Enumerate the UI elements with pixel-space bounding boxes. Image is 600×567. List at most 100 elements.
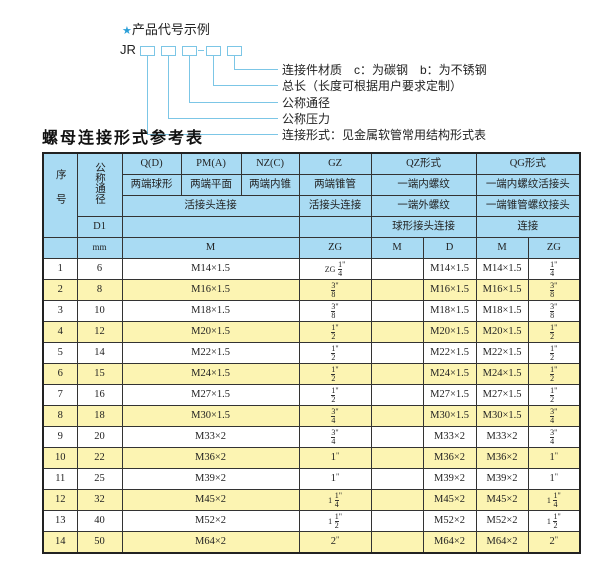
cell-qz-d: M52×2	[422, 510, 477, 532]
cell-m: M20×1.5	[121, 321, 300, 343]
cell-qz-m	[370, 384, 424, 406]
header-seq: 序号	[42, 152, 78, 238]
cell-m: M14×1.5	[121, 258, 300, 280]
cell-qz-m	[370, 531, 424, 554]
cell-m: M52×2	[121, 510, 300, 532]
header-zg: ZG	[298, 237, 372, 259]
cell-zg: 1 2 "	[298, 384, 372, 406]
cell-qz-d: M45×2	[422, 489, 477, 511]
denominator: 2	[331, 331, 336, 341]
cell-qz-d: M18×1.5	[422, 300, 477, 322]
code-box	[140, 46, 155, 56]
header-q: Q(D)	[121, 152, 182, 175]
inch-mark: "	[557, 490, 561, 500]
code-example-title-text: 产品代号示例	[131, 22, 210, 37]
cell-zg: 1 1 4 "	[298, 489, 372, 511]
cell-m: M30×1.5	[121, 405, 300, 427]
cell-no: 3	[42, 300, 78, 322]
numerator: 1	[550, 364, 555, 375]
inch-mark: "	[335, 343, 339, 353]
cell-dn: 6	[76, 258, 123, 280]
cell-qg-m: M24×1.5	[475, 363, 529, 385]
inch-mark: "	[554, 385, 558, 395]
numerator: 3	[331, 406, 336, 417]
table-row: 11 25 M39×2 1" M39×2 M39×2 1"	[42, 468, 581, 490]
cell-m: M39×2	[121, 468, 300, 490]
cell-dn: 25	[76, 468, 123, 490]
cell-no: 10	[42, 447, 78, 469]
cell-dn: 22	[76, 447, 123, 469]
cell-zg: 3 4 "	[298, 426, 372, 448]
fraction-prefix: 1	[546, 516, 551, 526]
cell-qz-m	[370, 321, 424, 343]
cell-qz-m	[370, 300, 424, 322]
cell-qg-m: M22×1.5	[475, 342, 529, 364]
inch-mark: "	[338, 511, 342, 521]
header-qz-desc2: 一端外螺纹	[370, 195, 477, 217]
cell-no: 12	[42, 489, 78, 511]
inch-mark: "	[338, 490, 342, 500]
inch-mark: "	[335, 280, 339, 290]
cell-qz-d: M24×1.5	[422, 363, 477, 385]
denominator: 2	[550, 352, 555, 362]
numerator: 1	[331, 364, 336, 375]
cell-qz-m	[370, 489, 424, 511]
denominator: 4	[550, 436, 555, 446]
table-row: 14 50 M64×2 2" M64×2 M64×2 2"	[42, 531, 581, 554]
denominator: 2	[331, 373, 336, 383]
header-blank	[42, 237, 78, 259]
cell-qg-m: M27×1.5	[475, 384, 529, 406]
code-label-connection: 连接形式：见金属软管常用结构形式表	[282, 128, 487, 142]
cell-qz-d: M39×2	[422, 468, 477, 490]
fraction-prefix: 1	[328, 516, 333, 526]
cell-qg-m: M30×1.5	[475, 405, 529, 427]
cell-qg-m: M52×2	[475, 510, 529, 532]
table-row: 10 22 M36×2 1" M36×2 M36×2 1"	[42, 447, 581, 469]
header-pm-desc: 两端平面	[180, 174, 242, 196]
cell-qg-zg: 3 8 "	[527, 300, 581, 322]
header-qz-desc1: 一端内螺纹	[370, 174, 477, 196]
cell-qz-d: M64×2	[422, 531, 477, 554]
inch-mark: "	[335, 427, 339, 437]
inch-value: 1	[549, 452, 555, 464]
cell-dn: 16	[76, 384, 123, 406]
cell-qz-m	[370, 405, 424, 427]
numerator: 3	[550, 280, 555, 291]
cell-dn: 15	[76, 363, 123, 385]
cell-m: M24×1.5	[121, 363, 300, 385]
cell-zg: 2"	[298, 531, 372, 554]
cell-zg: 1 1 2 "	[298, 510, 372, 532]
cell-no: 2	[42, 279, 78, 301]
inch-mark: "	[335, 301, 339, 311]
header-dn: 公称通径	[76, 152, 123, 217]
header-group-desc: 活接头连接	[121, 195, 300, 217]
cell-qg-zg: 1 2 "	[527, 342, 581, 364]
denominator: 8	[331, 310, 336, 320]
cell-zg: 1 2 "	[298, 363, 372, 385]
denominator: 2	[334, 520, 339, 530]
header-gz-desc2: 活接头连接	[298, 195, 372, 217]
header-blank	[121, 216, 300, 238]
denominator: 4	[553, 499, 558, 509]
denominator: 4	[334, 499, 339, 509]
cell-dn: 32	[76, 489, 123, 511]
header-qz: QZ形式	[370, 152, 477, 175]
cell-zg: ZG 1 4 "	[298, 258, 372, 280]
code-label-pressure: 公称压力	[282, 112, 331, 126]
cell-zg: 3 4 "	[298, 405, 372, 427]
cell-qg-zg: 1 1 2 "	[527, 510, 581, 532]
cell-qg-zg: 1"	[527, 468, 581, 490]
table-row: 13 40 M52×2 1 1 2 " M52×2 M52×2 1 1 2 "	[42, 510, 581, 532]
inch-mark: "	[554, 451, 559, 461]
cell-dn: 14	[76, 342, 123, 364]
header-q-desc: 两端球形	[121, 174, 182, 196]
denominator: 4	[338, 268, 343, 278]
